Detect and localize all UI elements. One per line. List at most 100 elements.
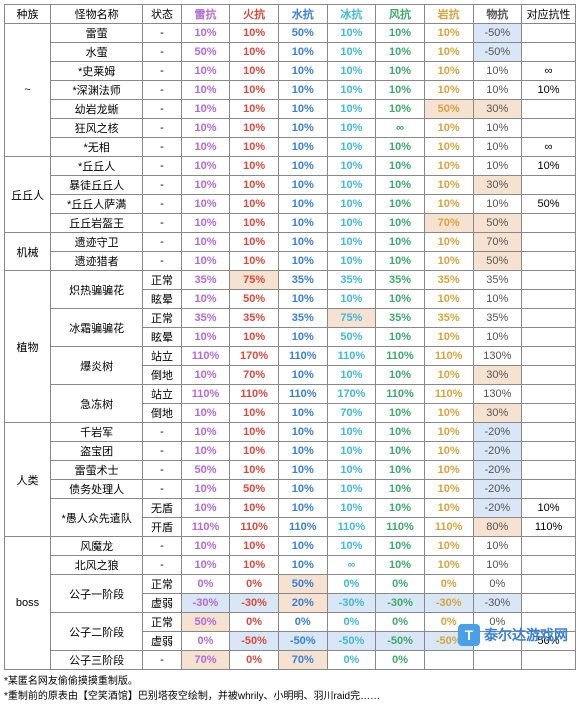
table-row: 公子三阶段-70%0%70%0%0%: [5, 651, 576, 670]
res-cell: 10%: [424, 499, 473, 518]
res-cell: 110%: [376, 385, 425, 404]
res-cell: 50%: [278, 575, 327, 594]
res-cell: 35%: [278, 271, 327, 290]
state-cell: -: [143, 81, 181, 100]
corr-cell: [522, 404, 576, 423]
res-cell: 10%: [181, 157, 230, 176]
res-cell: 10%: [230, 157, 279, 176]
res-cell: 75%: [327, 309, 376, 328]
res-cell: 35%: [327, 271, 376, 290]
res-cell: 10%: [424, 195, 473, 214]
res-cell: 10%: [424, 404, 473, 423]
res-cell: 10%: [424, 461, 473, 480]
table-row: 公子一阶段正常0%0%50%0%0%0%0%: [5, 575, 576, 594]
corr-cell: [522, 442, 576, 461]
res-cell: 10%: [230, 537, 279, 556]
res-cell: 10%: [181, 290, 230, 309]
name-cell: 雷萤: [51, 24, 143, 43]
res-cell: 10%: [230, 214, 279, 233]
res-cell: 10%: [278, 499, 327, 518]
res-cell: 10%: [278, 366, 327, 385]
res-cell: 10%: [278, 100, 327, 119]
res-cell: 10%: [424, 366, 473, 385]
res-cell: 10%: [376, 499, 425, 518]
phys-cell: 130%: [473, 347, 522, 366]
phys-cell: 10%: [473, 138, 522, 157]
phys-cell: 30%: [473, 404, 522, 423]
corr-cell: 110%: [522, 518, 576, 537]
table-row: *丘丘人萨满-10%10%10%10%10%10%10%50%: [5, 195, 576, 214]
res-cell: 10%: [327, 442, 376, 461]
res-cell: 10%: [181, 499, 230, 518]
corr-cell: [522, 480, 576, 499]
res-cell: 110%: [181, 518, 230, 537]
res-cell: 10%: [278, 195, 327, 214]
phys-cell: 30%: [473, 176, 522, 195]
table-row: 人类千岩军-10%10%10%10%10%10%-20%: [5, 423, 576, 442]
res-cell: 10%: [327, 138, 376, 157]
res-cell: 10%: [181, 195, 230, 214]
phys-cell: -20%: [473, 480, 522, 499]
res-cell: 10%: [230, 404, 279, 423]
res-cell: 10%: [424, 157, 473, 176]
res-cell: 0%: [424, 575, 473, 594]
table-row: *史莱姆-10%10%10%10%10%10%10%∞: [5, 62, 576, 81]
res-cell: 110%: [230, 518, 279, 537]
res-cell: 10%: [181, 537, 230, 556]
res-cell: 10%: [230, 176, 279, 195]
res-cell: 10%: [424, 537, 473, 556]
corr-cell: [522, 271, 576, 290]
res-cell: -50%: [376, 632, 425, 651]
name-cell: *无相: [51, 138, 143, 157]
corr-cell: [522, 385, 576, 404]
corr-cell: 50%: [522, 195, 576, 214]
state-cell: 眩晕: [143, 290, 181, 309]
res-cell: 10%: [278, 157, 327, 176]
table-body: ~雷萤-10%10%50%10%10%10%-50%水萤-50%10%10%10…: [5, 24, 576, 670]
res-cell: 110%: [424, 518, 473, 537]
res-cell: 10%: [327, 195, 376, 214]
res-cell: 35%: [376, 309, 425, 328]
res-cell: 50%: [278, 24, 327, 43]
res-cell: 10%: [376, 43, 425, 62]
phys-cell: -50%: [473, 24, 522, 43]
res-cell: 0%: [376, 575, 425, 594]
corr-cell: 10%: [522, 157, 576, 176]
res-cell: 10%: [278, 442, 327, 461]
phys-cell: -30%: [473, 594, 522, 613]
table-row: 机械遗迹守卫-10%10%10%10%10%10%70%: [5, 233, 576, 252]
res-cell: 10%: [327, 366, 376, 385]
res-cell: 10%: [376, 214, 425, 233]
res-cell: 10%: [424, 81, 473, 100]
state-cell: -: [143, 100, 181, 119]
name-cell: 炽热骗骗花: [51, 271, 143, 309]
res-cell: 10%: [230, 461, 279, 480]
name-cell: 幼岩龙蜥: [51, 100, 143, 119]
phys-cell: 10%: [473, 119, 522, 138]
phys-cell: -20%: [473, 499, 522, 518]
res-cell: 75%: [230, 271, 279, 290]
corr-cell: ∞: [522, 62, 576, 81]
res-cell: 10%: [278, 461, 327, 480]
footer-notes: *某匿名网友偷偷摸摸重制版。 *重制前的原表由【空笑酒馆】巴别塔夜空绘制，并被w…: [4, 674, 576, 704]
state-cell: -: [143, 480, 181, 499]
phys-cell: 35%: [473, 271, 522, 290]
phys-cell: -20%: [473, 461, 522, 480]
res-cell: 10%: [181, 81, 230, 100]
res-cell: 10%: [230, 195, 279, 214]
table-row: 植物炽热骗骗花正常35%75%35%35%35%35%35%: [5, 271, 576, 290]
state-cell: -: [143, 556, 181, 575]
race-cell: 机械: [5, 233, 51, 271]
res-cell: [424, 651, 473, 670]
res-cell: 0%: [327, 575, 376, 594]
res-cell: 10%: [376, 176, 425, 195]
name-cell: *丘丘人: [51, 157, 143, 176]
state-cell: 正常: [143, 271, 181, 290]
res-cell: 10%: [327, 499, 376, 518]
res-cell: 10%: [376, 480, 425, 499]
res-cell: 10%: [424, 43, 473, 62]
res-cell: 10%: [230, 328, 279, 347]
state-cell: -: [143, 442, 181, 461]
res-cell: 10%: [376, 233, 425, 252]
res-cell: 0%: [181, 632, 230, 651]
